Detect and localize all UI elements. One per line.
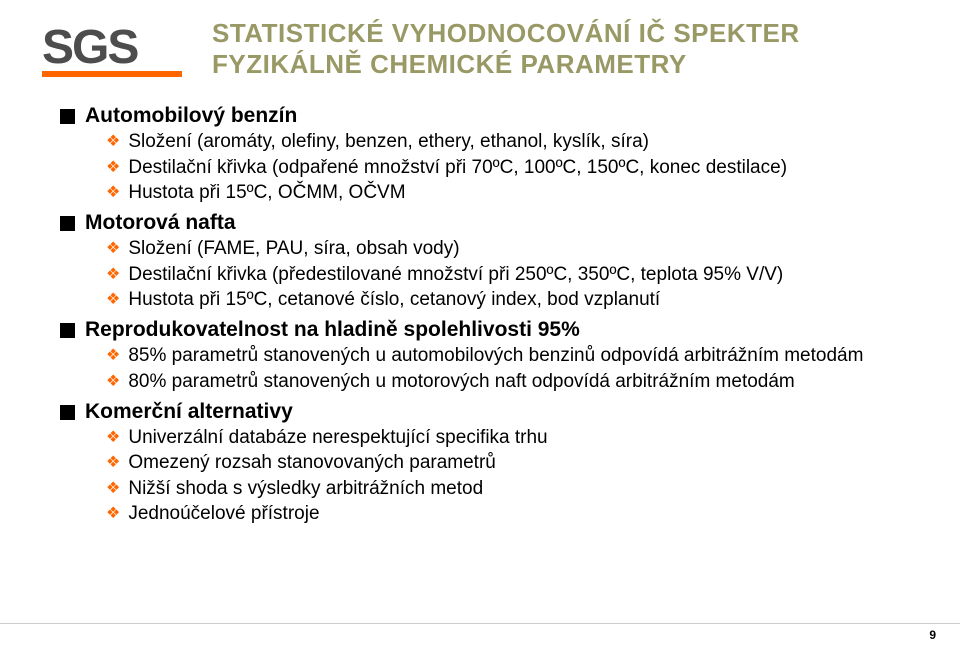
item-text: Destilační křivka (odpařené množství při… <box>128 156 787 180</box>
diamond-bullet-icon: ❖ <box>106 265 120 287</box>
logo-text: SGS <box>42 26 182 69</box>
heading-text: Reprodukovatelnost na hladině spolehlivo… <box>85 318 580 342</box>
item-text: Univerzální databáze nerespektující spec… <box>128 426 547 450</box>
diamond-bullet-icon: ❖ <box>106 239 120 261</box>
heading-text: Komerční alternativy <box>85 400 293 424</box>
section-heading: Komerční alternativy <box>60 400 904 424</box>
list-item: ❖ Jednoúčelové přístroje <box>106 502 904 526</box>
item-text: Složení (FAME, PAU, síra, obsah vody) <box>128 237 459 261</box>
heading-text: Automobilový benzín <box>85 104 297 128</box>
section-2: Motorová nafta ❖ Složení (FAME, PAU, síra… <box>60 211 904 312</box>
section-heading: Motorová nafta <box>60 211 904 235</box>
diamond-bullet-icon: ❖ <box>106 290 120 312</box>
section-heading: Automobilový benzín <box>60 104 904 128</box>
section-1: Automobilový benzín ❖ Složení (aromáty, o… <box>60 104 904 205</box>
list-item: ❖ 85% parametrů stanovených u automobilov… <box>106 344 904 368</box>
list-item: ❖ Složení (aromáty, olefiny, benzen, ethe… <box>106 130 904 154</box>
item-text: Hustota při 15ºC, OČMM, OČVM <box>128 181 405 205</box>
item-text: Složení (aromáty, olefiny, benzen, ether… <box>128 130 649 154</box>
slide-content: Automobilový benzín ❖ Složení (aromáty, o… <box>60 104 904 526</box>
item-text: 85% parametrů stanovených u automobilový… <box>128 344 863 368</box>
diamond-bullet-icon: ❖ <box>106 183 120 205</box>
item-text: 80% parametrů stanovených u motorových n… <box>128 370 794 394</box>
item-text: Nižší shoda s výsledky arbitrážních meto… <box>128 477 483 501</box>
diamond-bullet-icon: ❖ <box>106 453 120 475</box>
list-item: ❖ Destilační křivka (předestilované množs… <box>106 263 904 287</box>
list-item: ❖ Nižší shoda s výsledky arbitrážních met… <box>106 477 904 501</box>
slide-title: STATISTICKÉ VYHODNOCOVÁNÍ IČ SPEKTER FYZ… <box>212 18 904 80</box>
list-item: ❖ Hustota při 15ºC, cetanové číslo, cetan… <box>106 288 904 312</box>
footer-rule <box>0 623 960 624</box>
logo: SGS <box>42 26 182 77</box>
item-text: Jednoúčelové přístroje <box>128 502 319 526</box>
list-item: ❖ Destilační křivka (odpařené množství př… <box>106 156 904 180</box>
list-item: ❖ Hustota při 15ºC, OČMM, OČVM <box>106 181 904 205</box>
list-item: ❖ Univerzální databáze nerespektující spe… <box>106 426 904 450</box>
page-number: 9 <box>929 628 936 642</box>
list-item: ❖ Složení (FAME, PAU, síra, obsah vody) <box>106 237 904 261</box>
list-item: ❖ Omezený rozsah stanovovaných parametrů <box>106 451 904 475</box>
diamond-bullet-icon: ❖ <box>106 158 120 180</box>
title-line-2: FYZIKÁLNĚ CHEMICKÉ PARAMETRY <box>212 49 904 80</box>
section-4: Komerční alternativy ❖ Univerzální databá… <box>60 400 904 526</box>
item-text: Hustota při 15ºC, cetanové číslo, cetano… <box>128 288 660 312</box>
square-bullet-icon <box>60 216 75 231</box>
section-heading: Reprodukovatelnost na hladině spolehlivo… <box>60 318 904 342</box>
heading-text: Motorová nafta <box>85 211 236 235</box>
diamond-bullet-icon: ❖ <box>106 132 120 154</box>
item-text: Destilační křivka (předestilované množst… <box>128 263 783 287</box>
square-bullet-icon <box>60 109 75 124</box>
list-item: ❖ 80% parametrů stanovených u motorových … <box>106 370 904 394</box>
diamond-bullet-icon: ❖ <box>106 372 120 394</box>
title-line-1: STATISTICKÉ VYHODNOCOVÁNÍ IČ SPEKTER <box>212 18 904 49</box>
diamond-bullet-icon: ❖ <box>106 479 120 501</box>
square-bullet-icon <box>60 405 75 420</box>
section-3: Reprodukovatelnost na hladině spolehlivo… <box>60 318 904 394</box>
diamond-bullet-icon: ❖ <box>106 346 120 368</box>
item-text: Omezený rozsah stanovovaných parametrů <box>128 451 496 475</box>
diamond-bullet-icon: ❖ <box>106 504 120 526</box>
diamond-bullet-icon: ❖ <box>106 428 120 450</box>
square-bullet-icon <box>60 323 75 338</box>
